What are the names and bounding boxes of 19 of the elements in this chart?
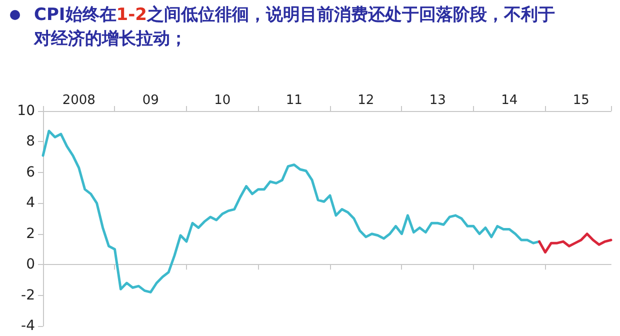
y-tick-label: 10 <box>17 103 35 119</box>
x-tick-label: 14 <box>501 93 518 108</box>
y-tick-label: 2 <box>26 226 35 242</box>
y-tick-label: -2 <box>21 287 35 304</box>
x-tick-label: 12 <box>358 93 374 108</box>
line-series <box>538 232 612 254</box>
x-tick-label: 13 <box>429 93 446 108</box>
y-tick-label: 4 <box>26 195 36 212</box>
chart-title: CPI始终在1-2之间低位徘徊，说明目前消费还处于回落阶段，不利于对经济的增长拉动； <box>34 5 555 49</box>
x-tick-label: 10 <box>214 93 231 108</box>
x-tick-label: 15 <box>572 93 590 108</box>
x-tick-label: 11 <box>286 93 302 108</box>
y-tick-label: -4 <box>21 318 36 334</box>
x-tick-label: 2008 <box>62 93 96 108</box>
y-tick-label: 6 <box>26 164 36 180</box>
x-tick-label: 09 <box>142 93 159 108</box>
line-series <box>42 130 541 294</box>
y-tick-label: 8 <box>26 134 35 150</box>
y-tick-label: 0 <box>26 256 35 273</box>
